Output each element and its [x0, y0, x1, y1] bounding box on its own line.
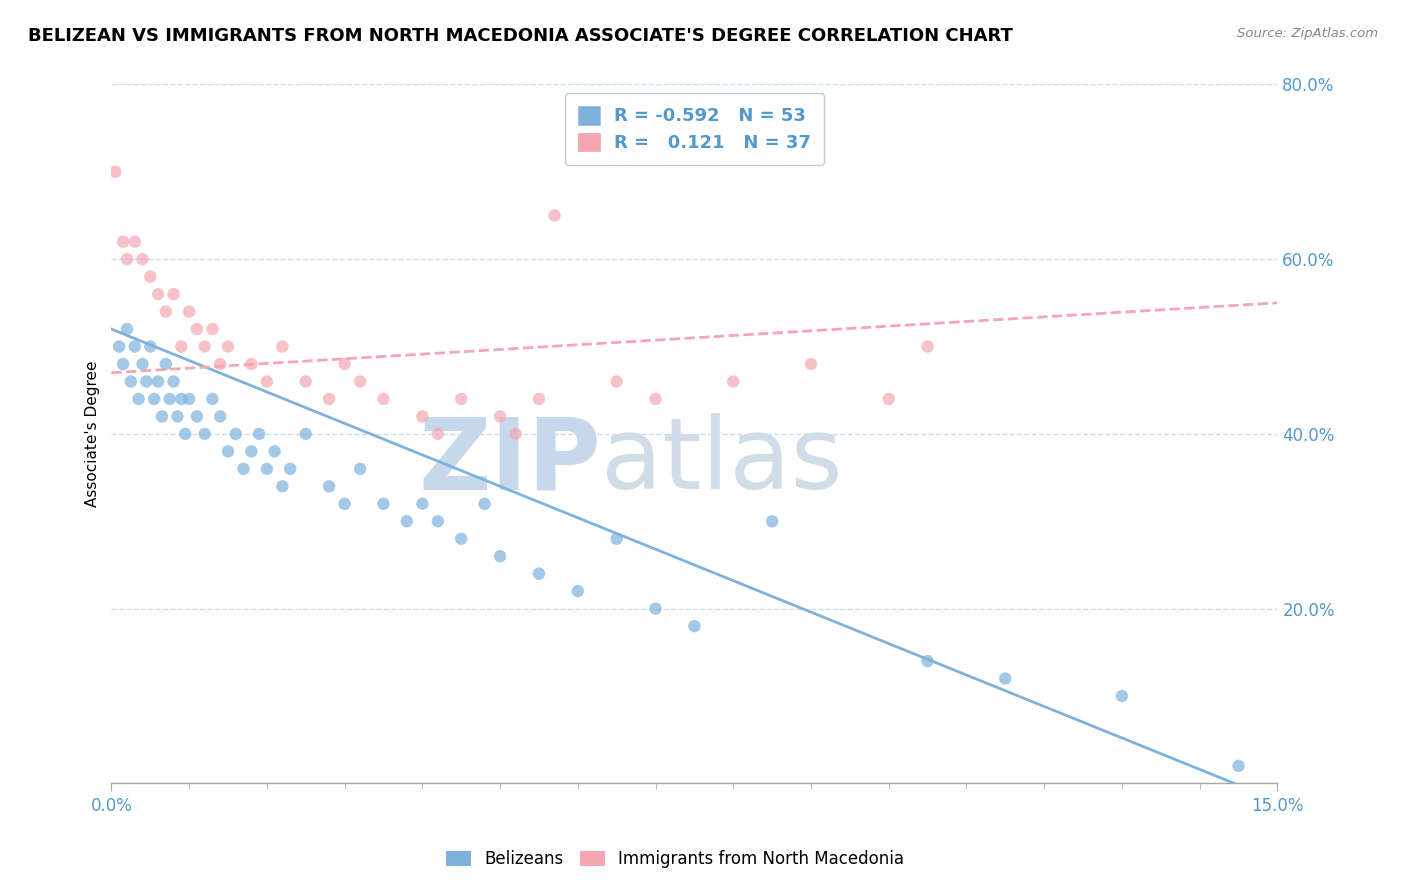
Point	[247, 426, 270, 441]
Point	[318, 479, 340, 493]
Point	[115, 322, 138, 336]
Point	[209, 357, 232, 371]
Text: BELIZEAN VS IMMIGRANTS FROM NORTH MACEDONIA ASSOCIATE'S DEGREE CORRELATION CHART: BELIZEAN VS IMMIGRANTS FROM NORTH MACEDO…	[28, 27, 1012, 45]
Point	[179, 304, 201, 318]
Point	[150, 409, 173, 424]
Point	[131, 357, 153, 371]
Point	[201, 392, 224, 406]
Point	[527, 566, 550, 581]
Point	[606, 375, 628, 389]
Point	[124, 235, 146, 249]
Point	[683, 619, 706, 633]
Point	[644, 601, 666, 615]
Point	[1227, 759, 1250, 773]
Point	[139, 269, 162, 284]
Point	[194, 339, 217, 353]
Legend: R = -0.592   N = 53, R =   0.121   N = 37: R = -0.592 N = 53, R = 0.121 N = 37	[565, 94, 824, 165]
Point	[723, 375, 745, 389]
Point	[146, 287, 169, 301]
Legend: Belizeans, Immigrants from North Macedonia: Belizeans, Immigrants from North Macedon…	[439, 844, 911, 875]
Point	[112, 235, 135, 249]
Point	[411, 497, 433, 511]
Point	[170, 392, 193, 406]
Point	[800, 357, 823, 371]
Point	[166, 409, 188, 424]
Point	[128, 392, 150, 406]
Point	[527, 392, 550, 406]
Point	[426, 426, 449, 441]
Point	[162, 287, 184, 301]
Point	[474, 497, 496, 511]
Point	[240, 357, 263, 371]
Point	[209, 409, 232, 424]
Point	[256, 375, 278, 389]
Point	[112, 357, 135, 371]
Point	[505, 426, 527, 441]
Point	[155, 357, 177, 371]
Point	[217, 339, 239, 353]
Text: Source: ZipAtlas.com: Source: ZipAtlas.com	[1237, 27, 1378, 40]
Point	[135, 375, 157, 389]
Point	[426, 514, 449, 528]
Point	[194, 426, 217, 441]
Point	[174, 426, 197, 441]
Point	[120, 375, 142, 389]
Point	[349, 462, 371, 476]
Point	[450, 532, 472, 546]
Point	[489, 549, 512, 564]
Point	[294, 426, 316, 441]
Point	[543, 209, 565, 223]
Point	[411, 409, 433, 424]
Text: ZIP: ZIP	[418, 413, 602, 510]
Point	[170, 339, 193, 353]
Point	[1111, 689, 1133, 703]
Point	[373, 392, 395, 406]
Y-axis label: Associate's Degree: Associate's Degree	[86, 360, 100, 508]
Point	[278, 462, 301, 476]
Point	[162, 375, 184, 389]
Point	[186, 409, 208, 424]
Point	[124, 339, 146, 353]
Point	[186, 322, 208, 336]
Point	[606, 532, 628, 546]
Point	[131, 252, 153, 267]
Point	[201, 322, 224, 336]
Point	[567, 584, 589, 599]
Text: atlas: atlas	[602, 413, 842, 510]
Point	[271, 339, 294, 353]
Point	[917, 654, 939, 668]
Point	[917, 339, 939, 353]
Point	[115, 252, 138, 267]
Point	[294, 375, 316, 389]
Point	[217, 444, 239, 458]
Point	[232, 462, 254, 476]
Point	[240, 444, 263, 458]
Point	[104, 165, 127, 179]
Point	[489, 409, 512, 424]
Point	[395, 514, 418, 528]
Point	[225, 426, 247, 441]
Point	[333, 357, 356, 371]
Point	[450, 392, 472, 406]
Point	[146, 375, 169, 389]
Point	[143, 392, 166, 406]
Point	[179, 392, 201, 406]
Point	[994, 672, 1017, 686]
Point	[155, 304, 177, 318]
Point	[159, 392, 181, 406]
Point	[256, 462, 278, 476]
Point	[263, 444, 285, 458]
Point	[644, 392, 666, 406]
Point	[877, 392, 900, 406]
Point	[108, 339, 131, 353]
Point	[271, 479, 294, 493]
Point	[333, 497, 356, 511]
Point	[349, 375, 371, 389]
Point	[373, 497, 395, 511]
Point	[761, 514, 783, 528]
Point	[139, 339, 162, 353]
Point	[318, 392, 340, 406]
